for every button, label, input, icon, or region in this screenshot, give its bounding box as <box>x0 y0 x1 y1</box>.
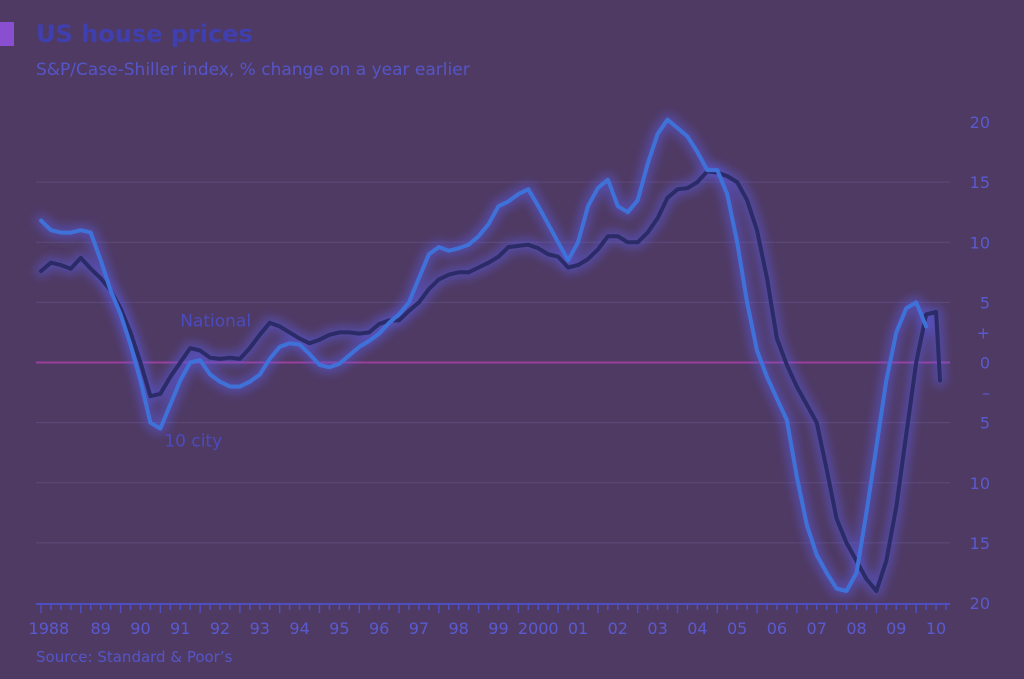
series-label: National <box>180 311 251 331</box>
x-tick-label: 91 <box>170 619 190 638</box>
y-tick-label: – <box>982 384 990 403</box>
source-note: Source: Standard & Poor’s <box>36 648 233 666</box>
y-tick-label: 5 <box>980 293 990 312</box>
x-tick-label: 01 <box>568 619 588 638</box>
y-tick-label: 5 <box>980 414 990 433</box>
y-tick-label: 15 <box>970 173 990 192</box>
x-tick-label: 98 <box>449 619 469 638</box>
series-labels: National 10 city <box>164 311 251 451</box>
x-tick-label: 05 <box>727 619 747 638</box>
y-axis: 20 15 10 5 +0 – 5 10 15 20 <box>970 113 990 613</box>
y-tick-label: 20 <box>970 594 990 613</box>
x-tick-label: 03 <box>647 619 667 638</box>
x-tick-label: 1988 <box>29 619 70 638</box>
series-glow-path <box>35 113 933 597</box>
series-label: 10 city <box>164 432 222 452</box>
y-tick-label: 15 <box>970 534 990 553</box>
y-tick-label: 10 <box>970 233 990 252</box>
x-tick-label: 99 <box>488 619 508 638</box>
x-tick-label: 06 <box>767 619 787 638</box>
series-line-national <box>39 169 942 593</box>
x-tick-label: 92 <box>210 619 230 638</box>
x-tick-label: 10 <box>926 619 946 638</box>
series-line-10-city <box>39 117 929 593</box>
x-tick-label: 02 <box>608 619 628 638</box>
x-tick-label: 93 <box>250 619 270 638</box>
x-tick-label: 90 <box>130 619 150 638</box>
y-tick-label: 10 <box>970 474 990 493</box>
y-tick-label: + <box>977 323 990 342</box>
x-tick-label: 94 <box>289 619 309 638</box>
x-tick-label: 89 <box>90 619 110 638</box>
x-tick-label: 2000 <box>518 619 559 638</box>
series-lines <box>39 117 942 593</box>
x-tick-label: 96 <box>369 619 389 638</box>
x-tick-label: 07 <box>807 619 827 638</box>
chart-subtitle: S&P/Case-Shiller index, % change on a ye… <box>36 60 470 80</box>
y-tick-label: 0 <box>980 354 990 373</box>
x-tick-label: 09 <box>886 619 906 638</box>
x-axis: 1988 89 90 91 92 93 94 95 96 97 98 99 2000 01 02 03 04 05… <box>29 603 950 638</box>
accent-tab <box>0 22 14 46</box>
x-tick-label: 08 <box>846 619 866 638</box>
x-tick-label: 04 <box>687 619 707 638</box>
x-tick-label: 97 <box>409 619 429 638</box>
chart-title: US house prices <box>36 20 253 48</box>
x-tick-label: 95 <box>329 619 349 638</box>
y-tick-label: 20 <box>970 113 990 132</box>
